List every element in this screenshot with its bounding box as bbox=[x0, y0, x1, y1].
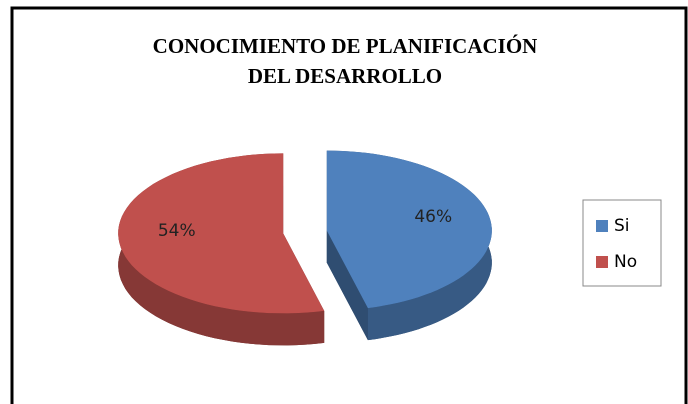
slice bbox=[118, 153, 325, 314]
data-label: 46% bbox=[414, 207, 452, 227]
data-label: 54% bbox=[158, 221, 196, 241]
chart-title: DEL DESARROLLO bbox=[248, 64, 442, 88]
legend-label: No bbox=[614, 252, 637, 272]
legend-label: Si bbox=[614, 216, 630, 236]
legend-swatch bbox=[596, 220, 608, 232]
legend-box bbox=[582, 199, 662, 287]
legend-swatch bbox=[596, 256, 608, 268]
slice bbox=[326, 150, 492, 309]
slice-side bbox=[326, 230, 368, 341]
chart-title: CONOCIMIENTO DE PLANIFICACIÓN bbox=[153, 34, 538, 58]
